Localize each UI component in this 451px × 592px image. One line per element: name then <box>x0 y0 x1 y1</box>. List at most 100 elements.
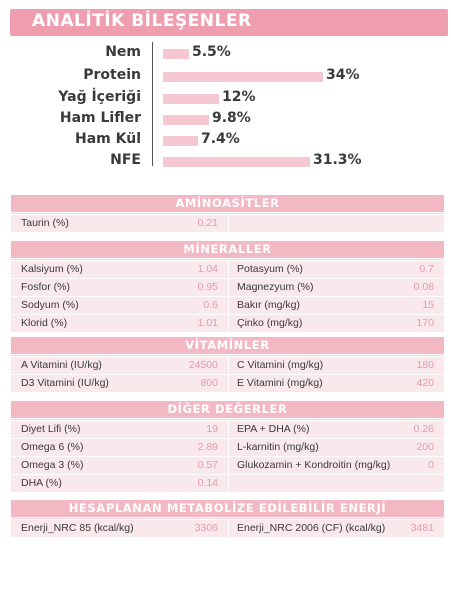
column-divider <box>228 215 229 232</box>
cell-label: Sodyum (%) <box>21 299 79 311</box>
column-divider <box>228 439 229 456</box>
section-header-aminoacids: AMİNOASİTLER <box>11 195 444 214</box>
cell-label: Fosfor (%) <box>21 281 71 293</box>
section-title: AMİNOASİTLER <box>175 196 280 210</box>
table-row: Taurin (%) 0.21 <box>11 215 444 232</box>
column-divider <box>228 315 229 332</box>
cell-value: 0.6 <box>203 299 218 311</box>
cell-value: 0.14 <box>197 477 218 489</box>
analytic-label: NFE <box>110 152 141 168</box>
cell-value: 2.89 <box>197 441 218 453</box>
chart-axis-line <box>152 42 153 166</box>
section-header-minerals: MİNERALLER <box>11 241 444 260</box>
analytic-value: 12% <box>222 89 256 105</box>
table-row: A Vitamini (IU/kg) 24500 C Vitamini (mg/kg… <box>11 357 444 374</box>
title-banner: ANALİTİK BİLEŞENLER <box>10 9 448 36</box>
cell-label: Klorid (%) <box>21 317 68 329</box>
cell-value: 0.95 <box>197 281 218 293</box>
analytic-bar <box>163 115 209 125</box>
column-divider <box>228 297 229 314</box>
table-row: Enerji_NRC 85 (kcal/kg) 3306 Enerji_NRC 20… <box>11 520 444 537</box>
column-divider <box>228 475 229 492</box>
analytic-bar <box>163 49 189 59</box>
analytic-row: Yağ İçeriği 12% <box>0 89 451 109</box>
cell-label: EPA + DHA (%) <box>237 423 310 435</box>
cell-label: Çinko (mg/kg) <box>237 317 303 329</box>
cell-value: 1.04 <box>197 263 218 275</box>
analytic-row: Protein 34% <box>0 67 451 87</box>
analytic-components-chart: Nem 5.5% Protein 34% Yağ İçeriği 12% Ham Lifle… <box>0 40 451 170</box>
cell-label: Enerji_NRC 85 (kcal/kg) <box>21 522 134 534</box>
table-row: Kalsiyum (%) 1.04 Potasyum (%) 0.7 <box>11 261 444 278</box>
analytic-label: Protein <box>83 67 141 83</box>
cell-value: 24500 <box>188 359 218 371</box>
column-divider <box>228 520 229 537</box>
analytic-value: 34% <box>326 67 360 83</box>
analytic-value: 31.3% <box>313 152 362 168</box>
analytic-bar <box>163 136 198 146</box>
column-divider <box>228 421 229 438</box>
cell-label: L-karnitin (mg/kg) <box>237 441 319 453</box>
cell-label: DHA (%) <box>21 477 62 489</box>
cell-label: Glukozamin + Kondroitin (mg/kg) <box>237 459 391 471</box>
cell-label: Diyet Lifi (%) <box>21 423 81 435</box>
page-title: ANALİTİK BİLEŞENLER <box>32 11 252 31</box>
cell-value: 19 <box>206 423 218 435</box>
cell-value: 0.21 <box>197 217 218 229</box>
cell-value: 15 <box>422 299 434 311</box>
analytic-value: 9.8% <box>212 110 251 126</box>
cell-label: C Vitamini (mg/kg) <box>237 359 324 371</box>
section-title: DİĞER DEĞERLER <box>167 402 288 416</box>
cell-label: Magnezyum (%) <box>237 281 314 293</box>
cell-value: 3481 <box>410 522 434 534</box>
table-row: Omega 6 (%) 2.89 L-karnitin (mg/kg) 200 <box>11 439 444 456</box>
section-header-energy: HESAPLANAN METABOLİZE EDİLEBİLİR ENERJİ <box>11 500 444 519</box>
analytic-label: Nem <box>105 44 141 60</box>
analytic-label: Ham Kül <box>75 131 141 147</box>
cell-value: 170 <box>416 317 434 329</box>
cell-label: Omega 3 (%) <box>21 459 84 471</box>
table-row: Sodyum (%) 0.6 Bakır (mg/kg) 15 <box>11 297 444 314</box>
analytic-label: Yağ İçeriği <box>58 89 141 105</box>
cell-value: 3306 <box>194 522 218 534</box>
analytic-label: Ham Lifler <box>59 110 141 126</box>
column-divider <box>228 261 229 278</box>
table-row: D3 Vitamini (IU/kg) 800 E Vitamini (mg/kg)… <box>11 375 444 392</box>
column-divider <box>228 457 229 474</box>
analytic-value: 7.4% <box>201 131 240 147</box>
table-row: DHA (%) 0.14 <box>11 475 444 492</box>
analytic-bar <box>163 94 219 104</box>
table-row: Diyet Lifi (%) 19 EPA + DHA (%) 0.26 <box>11 421 444 438</box>
cell-value: 0.08 <box>413 281 434 293</box>
cell-label: Omega 6 (%) <box>21 441 84 453</box>
cell-value: 1.01 <box>197 317 218 329</box>
section-title: HESAPLANAN METABOLİZE EDİLEBİLİR ENERJİ <box>68 501 387 515</box>
analytic-row: Ham Kül 7.4% <box>0 131 451 151</box>
cell-label: A Vitamini (IU/kg) <box>21 359 102 371</box>
cell-value: 0.7 <box>419 263 434 275</box>
cell-value: 200 <box>416 441 434 453</box>
cell-label: Bakır (mg/kg) <box>237 299 301 311</box>
cell-label: E Vitamini (mg/kg) <box>237 377 323 389</box>
column-divider <box>228 357 229 374</box>
cell-label: D3 Vitamini (IU/kg) <box>21 377 109 389</box>
analytic-bar <box>163 157 310 167</box>
analytic-row: Ham Lifler 9.8% <box>0 110 451 130</box>
cell-value: 180 <box>416 359 434 371</box>
table-row: Omega 3 (%) 0.57 Glukozamin + Kondroitin (… <box>11 457 444 474</box>
cell-label: Kalsiyum (%) <box>21 263 83 275</box>
table-row: Klorid (%) 1.01 Çinko (mg/kg) 170 <box>11 315 444 332</box>
section-header-vitamins: VİTAMİNLER <box>11 337 444 356</box>
table-row: Fosfor (%) 0.95 Magnezyum (%) 0.08 <box>11 279 444 296</box>
cell-value: 0.57 <box>197 459 218 471</box>
cell-value: 0.26 <box>413 423 434 435</box>
section-header-other: DİĞER DEĞERLER <box>11 401 444 420</box>
column-divider <box>228 279 229 296</box>
cell-value: 420 <box>416 377 434 389</box>
analytic-row: Nem 5.5% <box>0 44 451 64</box>
section-title: MİNERALLER <box>183 242 272 256</box>
column-divider <box>228 375 229 392</box>
analytic-value: 5.5% <box>192 44 231 60</box>
section-title: VİTAMİNLER <box>185 338 270 352</box>
cell-label: Potasyum (%) <box>237 263 303 275</box>
